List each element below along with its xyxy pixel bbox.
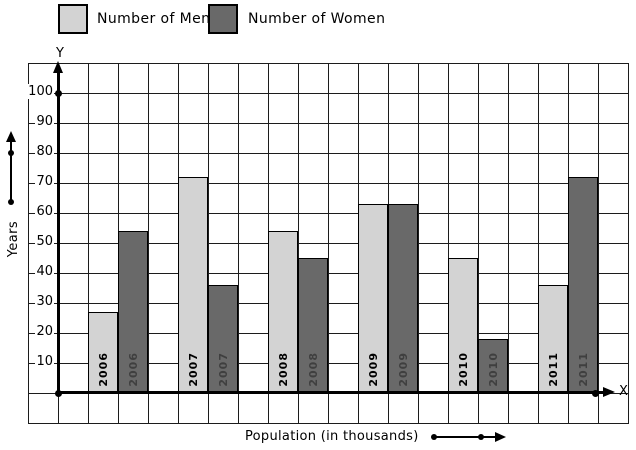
y-axis-arrowhead-icon bbox=[53, 61, 63, 73]
bar-women-2011: 2011 bbox=[568, 177, 598, 393]
y-tick-label: 90 bbox=[35, 114, 54, 129]
y-tick-label: 80 bbox=[35, 144, 54, 159]
bar-year-label: 2006 bbox=[96, 352, 110, 387]
bar-women-2010: 2010 bbox=[478, 339, 508, 393]
x-axis-arrowhead-icon bbox=[603, 387, 615, 397]
y-axis-line bbox=[57, 72, 60, 394]
y-tick-label: 100 bbox=[27, 84, 54, 99]
bar-year-label: 2008 bbox=[276, 352, 290, 387]
bar-year-label: 2009 bbox=[366, 352, 380, 387]
bar-year-label: 2011 bbox=[576, 352, 590, 387]
bar-men-2010: 2010 bbox=[448, 258, 478, 393]
x-axis-end-dot bbox=[592, 390, 599, 397]
bar-men-2009: 2009 bbox=[358, 204, 388, 393]
y-axis-title: Years bbox=[6, 221, 21, 258]
bar-year-label: 2010 bbox=[486, 352, 500, 387]
legend-label-men: Number of Men bbox=[97, 11, 211, 27]
bar-men-2011: 2011 bbox=[538, 285, 568, 393]
bar-women-2006: 2006 bbox=[118, 231, 148, 393]
y-tick-label: 30 bbox=[35, 294, 54, 309]
x-axis-title: Population (in thousands) bbox=[245, 429, 419, 444]
y-axis-letter: Y bbox=[56, 46, 64, 61]
bar-year-label: 2011 bbox=[546, 352, 560, 387]
bar-women-2008: 2008 bbox=[298, 258, 328, 393]
y-tick-label: 40 bbox=[35, 264, 54, 279]
bar-year-label: 2007 bbox=[216, 352, 230, 387]
bar-women-2009: 2009 bbox=[388, 204, 418, 393]
y-axis-top-dot bbox=[55, 90, 62, 97]
x-axis-letter: X bbox=[619, 384, 628, 399]
y-tick-label: 50 bbox=[35, 234, 54, 249]
bar-men-2008: 2008 bbox=[268, 231, 298, 393]
bar-year-label: 2010 bbox=[456, 352, 470, 387]
bar-year-label: 2008 bbox=[306, 352, 320, 387]
y-tick-label: 10 bbox=[35, 354, 54, 369]
bar-women-2007: 2007 bbox=[208, 285, 238, 393]
y-tick-label: 60 bbox=[35, 204, 54, 219]
x-axis-line bbox=[57, 391, 604, 394]
y-tick-label: 70 bbox=[35, 174, 54, 189]
bar-men-2006: 2006 bbox=[88, 312, 118, 393]
legend-label-women: Number of Women bbox=[248, 11, 386, 27]
y-tick-label: 20 bbox=[35, 324, 54, 339]
origin-dot bbox=[55, 390, 62, 397]
bar-year-label: 2007 bbox=[186, 352, 200, 387]
bar-year-label: 2009 bbox=[396, 352, 410, 387]
legend-swatch-men bbox=[58, 4, 88, 34]
bar-men-2007: 2007 bbox=[178, 177, 208, 393]
legend-swatch-women bbox=[208, 4, 238, 34]
bar-year-label: 2006 bbox=[126, 352, 140, 387]
